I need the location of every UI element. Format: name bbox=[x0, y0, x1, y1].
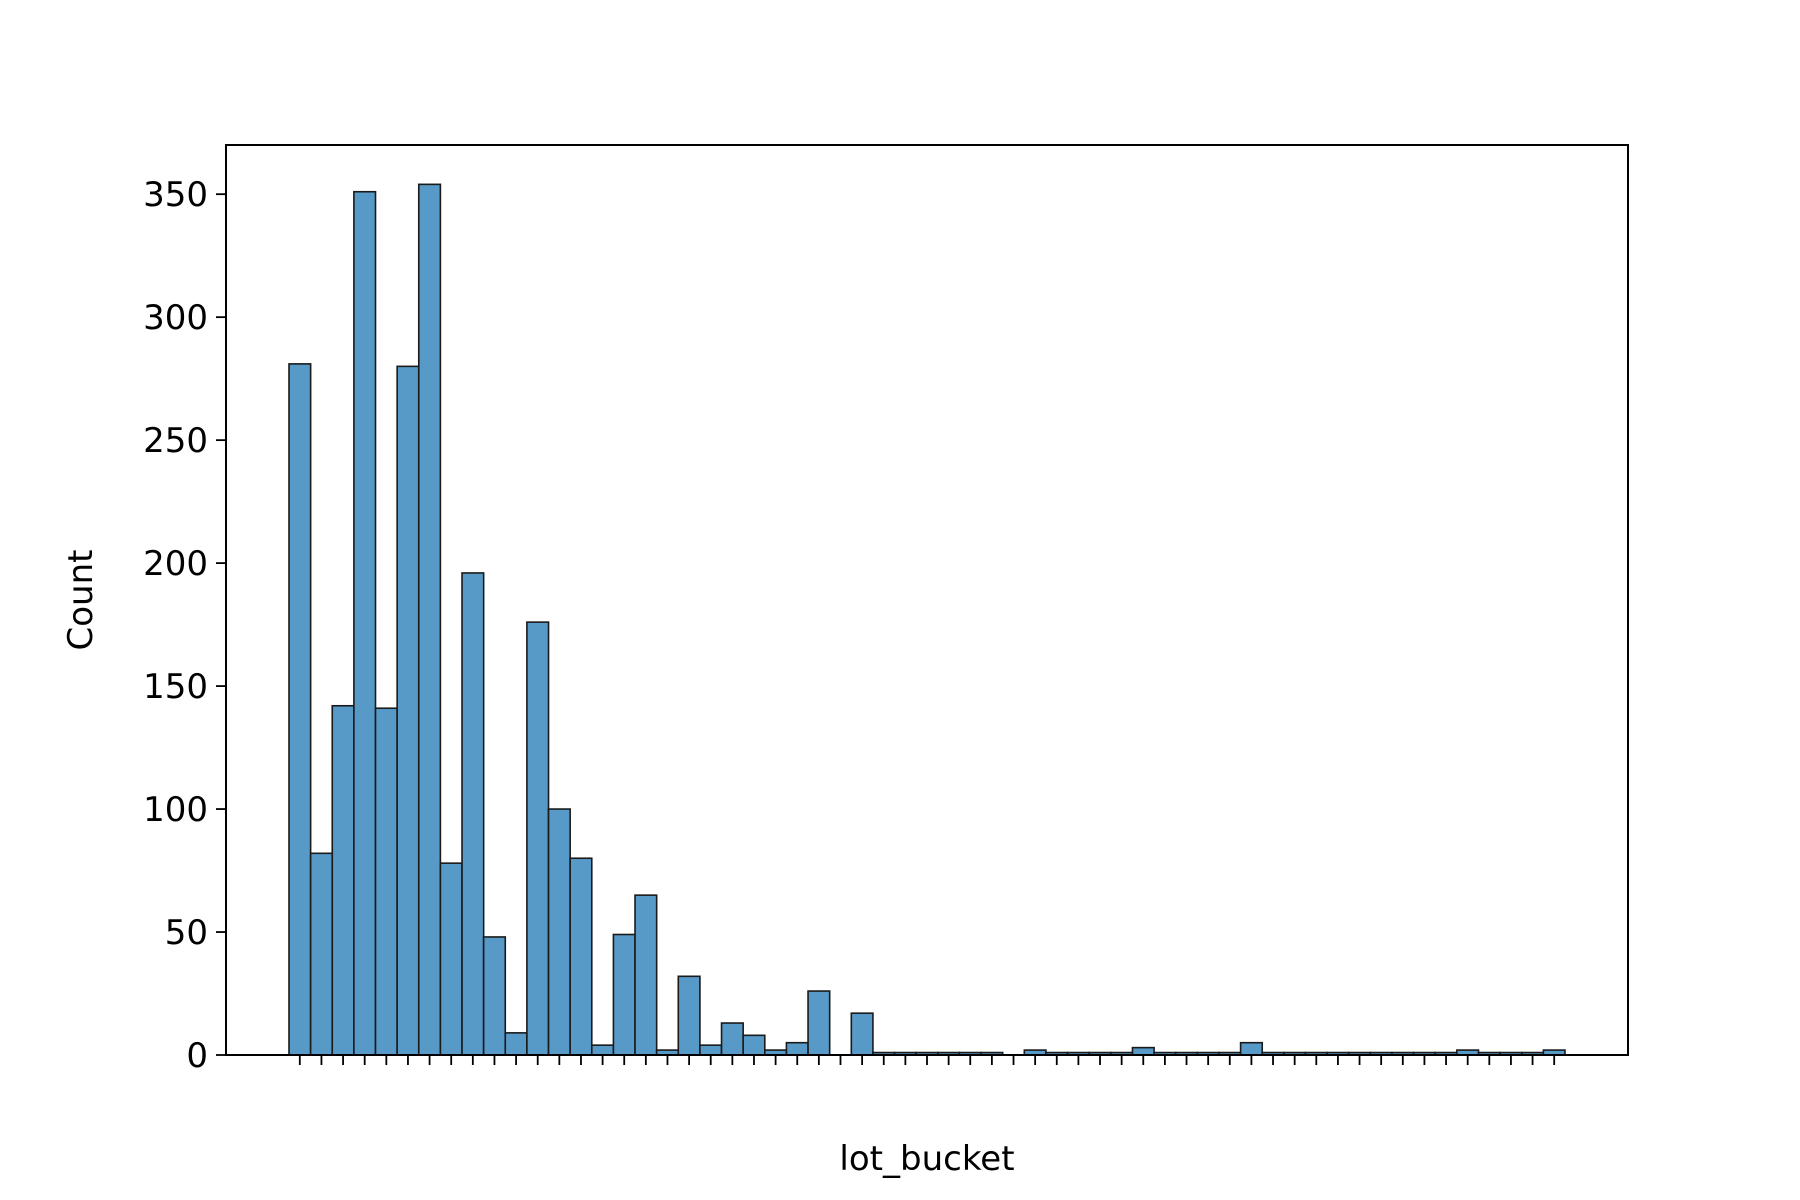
histogram-bar bbox=[1239, 1041, 1264, 1056]
histogram-bar bbox=[374, 707, 398, 1056]
histogram-bar bbox=[396, 365, 420, 1056]
y-tick-label: 0 bbox=[186, 1036, 208, 1076]
histogram-bar bbox=[482, 936, 507, 1056]
histogram-bar bbox=[612, 933, 636, 1056]
histogram-bar bbox=[807, 990, 831, 1056]
y-ticks-group: 0 50 100 150 200 250 300 350 bbox=[143, 175, 226, 1076]
histogram-bar bbox=[353, 190, 377, 1056]
histogram-bar bbox=[461, 572, 485, 1056]
y-tick-label: 300 bbox=[143, 298, 208, 338]
plot-frame bbox=[225, 144, 1629, 1056]
histogram-bar bbox=[439, 862, 463, 1056]
histogram-bar bbox=[309, 852, 334, 1056]
y-tick-label: 250 bbox=[143, 421, 208, 461]
histogram-bar bbox=[288, 363, 312, 1056]
histogram-bar bbox=[742, 1034, 766, 1056]
histogram-bar bbox=[1131, 1046, 1155, 1056]
histogram-bar bbox=[417, 183, 442, 1056]
y-tick-label: 200 bbox=[143, 544, 208, 584]
histogram-bar bbox=[720, 1022, 744, 1056]
histogram-bar bbox=[569, 857, 593, 1056]
histogram-bar bbox=[526, 621, 550, 1056]
x-axis-label: lot_bucket bbox=[839, 1139, 1014, 1179]
histogram-bar bbox=[634, 894, 658, 1056]
histogram-bar bbox=[850, 1012, 874, 1056]
bars-group bbox=[288, 183, 1566, 1056]
histogram-bar bbox=[547, 808, 571, 1056]
y-tick-label: 150 bbox=[143, 667, 208, 707]
histogram-bar bbox=[699, 1044, 723, 1056]
y-tick-label: 100 bbox=[143, 790, 208, 830]
histogram-bar bbox=[785, 1041, 809, 1056]
y-tick-label: 350 bbox=[143, 175, 208, 215]
x-ticks-group bbox=[298, 1055, 1556, 1065]
y-axis-label: Count bbox=[61, 550, 101, 651]
histogram-bar bbox=[331, 704, 355, 1056]
histogram-bar bbox=[504, 1032, 528, 1056]
histogram-bar bbox=[590, 1044, 615, 1056]
histogram-bar bbox=[677, 975, 701, 1056]
y-tick-label: 50 bbox=[165, 913, 208, 953]
